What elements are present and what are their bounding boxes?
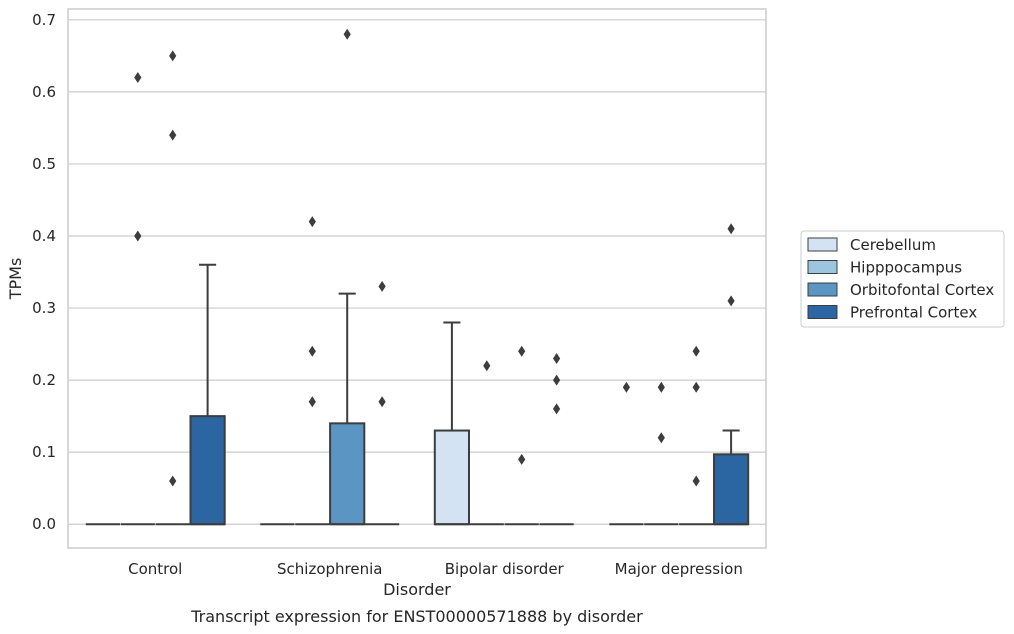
outlier-point — [308, 345, 316, 357]
outlier-point — [308, 216, 316, 228]
outlier-point — [169, 50, 177, 62]
outlier-point — [308, 396, 316, 408]
box-body — [433, 429, 471, 526]
x-tick-label: Major depression — [615, 560, 743, 578]
outlier-point — [378, 280, 386, 292]
y-tick-label: 0.5 — [32, 155, 56, 173]
outlier-point — [134, 230, 142, 242]
outlier-point — [553, 403, 561, 415]
legend-label: Cerebellum — [850, 236, 936, 254]
legend-swatch — [807, 260, 838, 274]
outlier-point — [622, 381, 630, 393]
outlier-point — [553, 374, 561, 386]
outlier-point — [134, 71, 142, 83]
box-cerebellum — [433, 321, 471, 526]
legend-label: Hipppocampus — [850, 259, 962, 277]
outlier-point — [169, 475, 177, 487]
x-tick-label: Bipolar disorder — [445, 560, 565, 578]
outlier-point — [692, 475, 700, 487]
outlier-point — [657, 432, 665, 444]
outlier-point — [553, 352, 561, 364]
y-tick-label: 0.6 — [32, 83, 56, 101]
outlier-point — [518, 345, 526, 357]
legend-swatch — [807, 237, 838, 252]
outlier-point — [518, 453, 526, 465]
legend-label: Prefrontal Cortex — [850, 304, 977, 322]
x-axis-label: Disorder — [383, 580, 451, 599]
outlier-point — [692, 345, 700, 357]
outlier-point — [169, 129, 177, 141]
legend-swatch — [807, 282, 838, 297]
outlier-point — [657, 381, 665, 393]
y-tick-label: 0.1 — [32, 443, 56, 461]
y-tick-labels: 0.0 0.1 0.2 0.3 0.4 0.5 0.6 0.7 — [32, 11, 56, 533]
outlier-point — [483, 360, 491, 372]
outliers — [134, 28, 735, 487]
x-tick-label: Schizophrenia — [277, 560, 382, 578]
legend: Cerebellum Hipppocampus Orbitofontal Corte… — [800, 230, 1005, 328]
plot-area — [67, 8, 767, 549]
box-body — [329, 422, 366, 526]
box-prefrontal-cortex — [189, 263, 226, 526]
box-orbitofontal-cortex — [329, 292, 366, 526]
legend-items: Cerebellum Hipppocampus Orbitofontal Corte… — [807, 236, 994, 322]
box-body — [712, 453, 750, 526]
figure-caption: Transcript expression for ENST0000057188… — [190, 607, 643, 626]
outlier-point — [727, 223, 735, 235]
outlier-point — [378, 396, 386, 408]
grid-lines — [68, 19, 766, 525]
y-tick-label: 0.3 — [32, 299, 56, 317]
y-tick-label: 0.4 — [32, 227, 56, 245]
boxes — [85, 263, 750, 526]
box-body — [189, 415, 226, 526]
y-tick-label: 0.0 — [32, 515, 56, 533]
legend-swatch — [807, 305, 838, 319]
y-tick-label: 0.7 — [32, 11, 56, 29]
box-prefrontal-cortex — [712, 429, 750, 526]
legend-frame — [800, 230, 1005, 328]
outlier-point — [727, 295, 735, 307]
x-tick-labels: Control Schizophrenia Bipolar disorder Majo… — [128, 560, 743, 578]
outlier-point — [692, 381, 700, 393]
outlier-point — [343, 28, 351, 40]
x-tick-label: Control — [128, 560, 182, 578]
y-tick-label: 0.2 — [32, 371, 56, 389]
y-axis-label: TPMs — [6, 258, 25, 301]
legend-label: Orbitofontal Cortex — [850, 281, 994, 299]
